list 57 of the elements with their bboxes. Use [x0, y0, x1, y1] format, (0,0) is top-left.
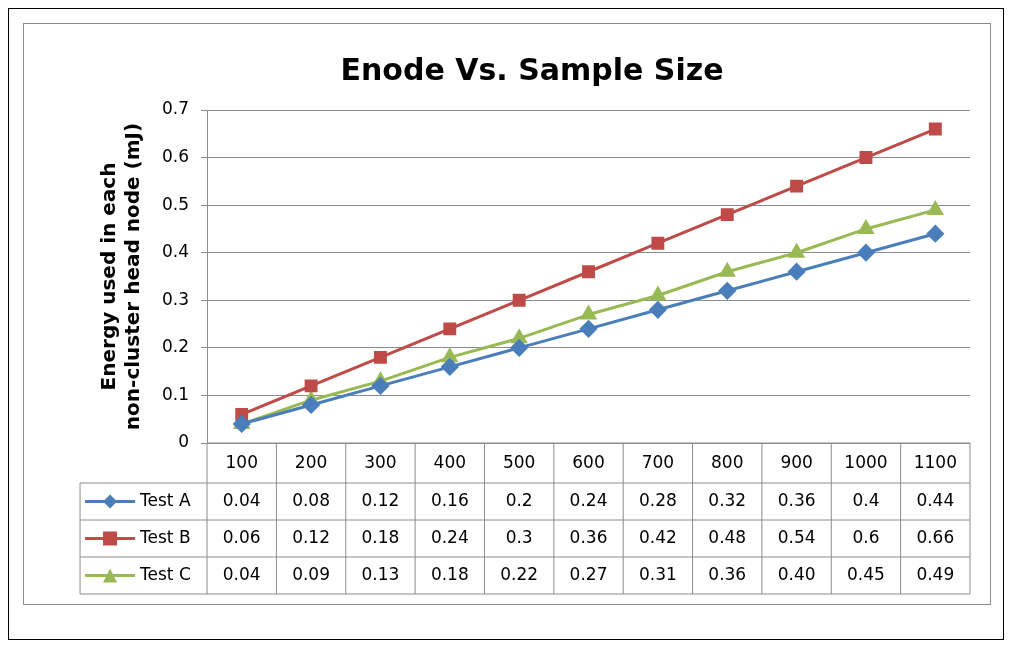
- data-label: 0.24: [430, 526, 469, 547]
- data-label: 0.04: [222, 489, 261, 510]
- x-tick-label: 400: [433, 451, 467, 472]
- data-label: 0.36: [777, 489, 816, 510]
- y-tick-label: 0.1: [161, 383, 190, 404]
- x-tick-label: 200: [294, 451, 328, 472]
- x-tick-label: 700: [641, 451, 675, 472]
- legend-label: Test A: [139, 489, 191, 510]
- data-label: 0.2: [505, 489, 533, 510]
- x-tick-label: 1100: [913, 451, 957, 472]
- data-label: 0.36: [708, 563, 747, 584]
- y-tick-label: 0: [178, 431, 190, 452]
- data-label: 0.31: [638, 563, 677, 584]
- data-label: 0.42: [638, 526, 677, 547]
- data-label: 0.36: [569, 526, 608, 547]
- y-tick-label: 0.4: [161, 241, 190, 262]
- legend-label: Test C: [139, 563, 191, 584]
- data-label: 0.16: [430, 489, 469, 510]
- x-tick-label: 500: [502, 451, 536, 472]
- y-tick-label: 0.6: [161, 145, 190, 166]
- data-label: 0.6: [852, 526, 880, 547]
- data-label: 0.06: [222, 526, 261, 547]
- data-label: 0.28: [638, 489, 677, 510]
- y-tick-label: 0.2: [161, 336, 190, 357]
- x-tick-label: 900: [780, 451, 813, 472]
- data-label: 0.08: [292, 489, 331, 510]
- x-tick-label: 300: [364, 451, 397, 472]
- data-label: 0.54: [777, 526, 816, 547]
- data-label: 0.04: [222, 563, 261, 584]
- data-label: 0.12: [292, 526, 331, 547]
- data-label: 0.48: [708, 526, 747, 547]
- data-label: 0.27: [569, 563, 608, 584]
- data-label: 0.12: [361, 489, 400, 510]
- data-label: 0.44: [916, 489, 955, 510]
- legend-label: Test B: [139, 526, 191, 547]
- chart-title: Enode Vs. Sample Size: [340, 51, 724, 87]
- y-tick-label: 0.5: [161, 193, 190, 214]
- x-tick-label: 600: [572, 451, 605, 472]
- x-tick-label: 800: [711, 451, 744, 472]
- x-tick-label: 1000: [844, 451, 888, 472]
- data-label: 0.40: [777, 563, 816, 584]
- data-label: 0.18: [430, 563, 469, 584]
- x-tick-label: 100: [225, 451, 258, 472]
- y-axis-title: Energy used in each non-cluster head node (mJ): [96, 122, 145, 431]
- data-label: 0.09: [292, 563, 331, 584]
- data-label: 0.66: [916, 526, 955, 547]
- data-label: 0.49: [916, 563, 955, 584]
- data-label: 0.4: [852, 489, 880, 510]
- data-label: 0.32: [708, 489, 747, 510]
- y-tick-label: 0.3: [161, 288, 190, 309]
- data-label: 0.3: [505, 526, 533, 547]
- data-label: 0.24: [569, 489, 608, 510]
- data-label: 0.45: [847, 563, 885, 584]
- data-label: 0.13: [361, 563, 400, 584]
- data-label: 0.18: [361, 526, 400, 547]
- y-tick-label: 0.7: [161, 98, 190, 119]
- data-label: 0.22: [500, 563, 539, 584]
